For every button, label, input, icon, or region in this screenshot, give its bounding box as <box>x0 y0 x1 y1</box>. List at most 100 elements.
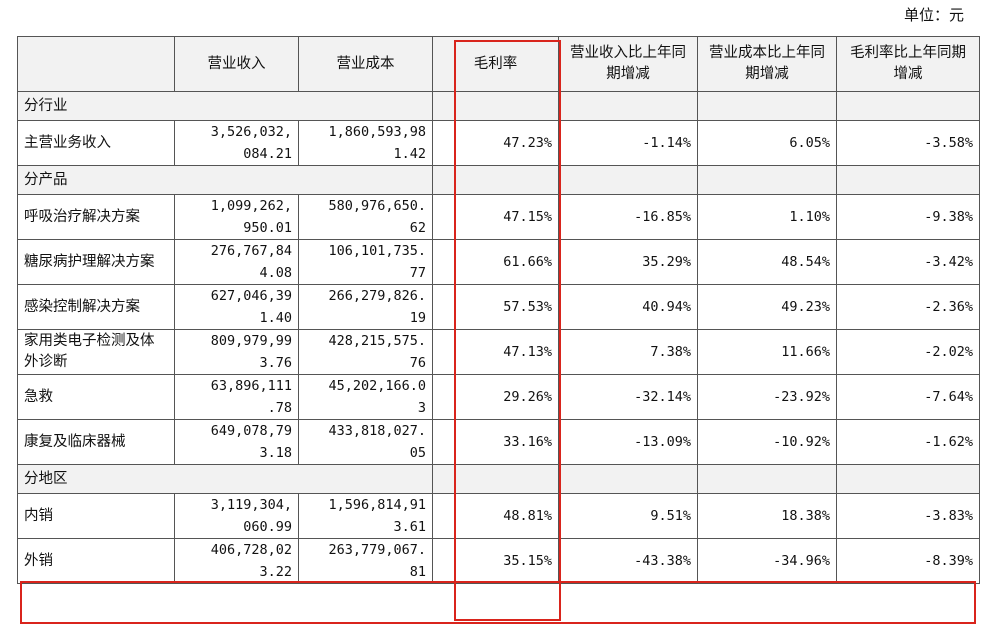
section-empty-cell <box>697 91 837 121</box>
section-empty-cell <box>697 165 837 195</box>
row-name: 主营业务收入 <box>17 120 175 166</box>
header-gross-margin: 毛利率 <box>432 36 559 92</box>
margin-change-cell: -2.02% <box>836 329 980 375</box>
cost-change-cell: 1.10% <box>697 194 837 240</box>
row-name: 内销 <box>17 493 175 539</box>
revenue-cell: 406,728,02 3.22 <box>174 538 299 584</box>
financial-table: 营业收入 营业成本 毛利率 营业收入比上年同期增减 营业成本比上年同期增减 毛利… <box>17 36 980 584</box>
section-row: 分地区 <box>17 464 980 494</box>
cost-cell: 580,976,650. 62 <box>298 194 433 240</box>
section-row: 分行业 <box>17 91 980 121</box>
cost-line-2: 81 <box>409 564 426 580</box>
cost-cell: 263,779,067. 81 <box>298 538 433 584</box>
header-revenue: 营业收入 <box>174 36 299 92</box>
cost-cell: 428,215,575. 76 <box>298 329 433 375</box>
gross-margin-cell: 47.23% <box>432 120 559 166</box>
revenue-change-cell: 35.29% <box>558 239 698 285</box>
table-row: 呼吸治疗解决方案 1,099,262, 950.01 580,976,650. 62 47… <box>17 194 980 240</box>
cost-line-2: 19 <box>409 310 426 326</box>
row-name: 呼吸治疗解决方案 <box>17 194 175 240</box>
cost-line-1: 106,101,735. <box>328 243 426 259</box>
cost-cell: 45,202,166.0 3 <box>298 374 433 420</box>
cost-change-cell: 11.66% <box>697 329 837 375</box>
header-revenue-change: 营业收入比上年同期增减 <box>558 36 698 92</box>
cost-cell: 266,279,826. 19 <box>298 284 433 330</box>
table-row: 糖尿病护理解决方案 276,767,84 4.08 106,101,735. 77 61.… <box>17 239 980 285</box>
cost-line-2: 1.42 <box>393 146 426 162</box>
section-empty-cell <box>558 464 698 494</box>
section-empty-cell <box>836 165 980 195</box>
gross-margin-cell: 57.53% <box>432 284 559 330</box>
revenue-line-1: 276,767,84 <box>210 243 292 259</box>
section-empty-cell <box>558 165 698 195</box>
revenue-line-2: 950.01 <box>243 220 292 236</box>
margin-change-cell: -7.64% <box>836 374 980 420</box>
revenue-line-1: 809,979,99 <box>210 333 292 349</box>
margin-change-cell: -3.83% <box>836 493 980 539</box>
table-row: 家用类电子检测及体外诊断 809,979,99 3.76 428,215,575. 76… <box>17 329 980 375</box>
cost-line-1: 1,860,593,98 <box>328 124 426 140</box>
cost-line-1: 1,596,814,91 <box>328 497 426 513</box>
section-label: 分产品 <box>17 165 433 195</box>
header-cost: 营业成本 <box>298 36 433 92</box>
revenue-change-cell: -13.09% <box>558 419 698 465</box>
revenue-line-1: 1,099,262, <box>210 198 292 214</box>
revenue-change-cell: -43.38% <box>558 538 698 584</box>
gross-margin-cell: 47.15% <box>432 194 559 240</box>
margin-change-cell: -3.42% <box>836 239 980 285</box>
cost-line-2: 77 <box>409 265 426 281</box>
header-cost-change: 营业成本比上年同期增减 <box>697 36 837 92</box>
margin-change-cell: -3.58% <box>836 120 980 166</box>
gross-margin-cell: 48.81% <box>432 493 559 539</box>
gross-margin-cell: 33.16% <box>432 419 559 465</box>
revenue-line-1: 63,896,111 <box>210 378 292 394</box>
cost-line-2: 76 <box>409 355 426 371</box>
section-empty-cell <box>836 91 980 121</box>
section-empty-cell <box>432 464 559 494</box>
margin-change-cell: -1.62% <box>836 419 980 465</box>
row-name: 急救 <box>17 374 175 420</box>
table-row: 感染控制解决方案 627,046,39 1.40 266,279,826. 19 57.5… <box>17 284 980 330</box>
cost-line-2: 3.61 <box>393 519 426 535</box>
revenue-line-2: 060.99 <box>243 519 292 535</box>
cost-cell: 1,860,593,98 1.42 <box>298 120 433 166</box>
gross-margin-cell: 61.66% <box>432 239 559 285</box>
header-cell-blank <box>17 36 175 92</box>
cost-change-cell: -23.92% <box>697 374 837 420</box>
section-label: 分地区 <box>17 464 433 494</box>
table-row: 外销 406,728,02 3.22 263,779,067. 81 35.15% -43.… <box>17 538 980 584</box>
cost-change-cell: 49.23% <box>697 284 837 330</box>
margin-change-cell: -8.39% <box>836 538 980 584</box>
revenue-line-1: 3,526,032, <box>210 124 292 140</box>
cost-line-1: 580,976,650. <box>328 198 426 214</box>
margin-change-cell: -9.38% <box>836 194 980 240</box>
cost-change-cell: -10.92% <box>697 419 837 465</box>
revenue-line-2: 1.40 <box>259 310 292 326</box>
revenue-line-2: 3.76 <box>259 355 292 371</box>
revenue-line-2: 084.21 <box>243 146 292 162</box>
highlight-export-row <box>20 581 976 624</box>
cost-line-2: 62 <box>409 220 426 236</box>
revenue-change-cell: 40.94% <box>558 284 698 330</box>
revenue-line-1: 3,119,304, <box>210 497 292 513</box>
revenue-line-2: 3.22 <box>259 564 292 580</box>
revenue-change-cell: -1.14% <box>558 120 698 166</box>
section-label: 分行业 <box>17 91 433 121</box>
revenue-change-cell: 7.38% <box>558 329 698 375</box>
revenue-line-1: 627,046,39 <box>210 288 292 304</box>
revenue-line-1: 406,728,02 <box>210 542 292 558</box>
row-name: 康复及临床器械 <box>17 419 175 465</box>
section-empty-cell <box>558 91 698 121</box>
cost-line-1: 433,818,027. <box>328 423 426 439</box>
revenue-line-2: .78 <box>267 400 292 416</box>
revenue-cell: 809,979,99 3.76 <box>174 329 299 375</box>
cost-line-2: 3 <box>417 400 426 416</box>
unit-label: 单位：元 <box>903 6 964 24</box>
cost-cell: 106,101,735. 77 <box>298 239 433 285</box>
revenue-cell: 627,046,39 1.40 <box>174 284 299 330</box>
revenue-line-2: 4.08 <box>259 265 292 281</box>
cost-cell: 433,818,027. 05 <box>298 419 433 465</box>
gross-margin-cell: 29.26% <box>432 374 559 420</box>
row-name: 糖尿病护理解决方案 <box>17 239 175 285</box>
row-name: 外销 <box>17 538 175 584</box>
